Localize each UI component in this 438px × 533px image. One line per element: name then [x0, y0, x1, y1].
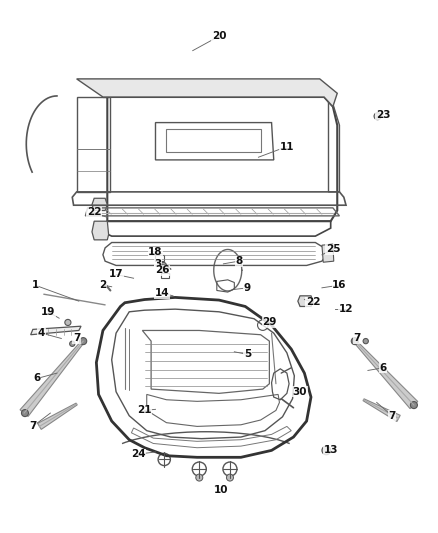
Text: 16: 16	[332, 280, 347, 290]
Text: 11: 11	[279, 142, 294, 151]
Polygon shape	[38, 403, 77, 430]
Circle shape	[160, 262, 166, 269]
Text: 8: 8	[235, 256, 242, 266]
Circle shape	[322, 446, 331, 455]
Text: 7: 7	[389, 411, 396, 421]
Text: 9: 9	[244, 283, 251, 293]
Text: 7: 7	[353, 334, 360, 343]
Text: 19: 19	[41, 307, 55, 317]
Text: 22: 22	[306, 297, 321, 307]
Text: 12: 12	[339, 304, 353, 314]
Text: 25: 25	[325, 245, 340, 254]
Polygon shape	[77, 79, 337, 107]
Text: 1: 1	[32, 280, 39, 290]
Circle shape	[351, 337, 358, 345]
Text: 7: 7	[29, 422, 36, 431]
Text: 21: 21	[137, 406, 152, 415]
Text: 23: 23	[376, 110, 391, 119]
Polygon shape	[363, 399, 400, 422]
Polygon shape	[31, 326, 81, 335]
Polygon shape	[353, 340, 418, 409]
Circle shape	[410, 401, 417, 409]
Text: 4: 4	[38, 328, 45, 338]
Polygon shape	[298, 296, 313, 306]
Polygon shape	[20, 340, 85, 416]
Text: 13: 13	[323, 446, 338, 455]
Circle shape	[80, 337, 87, 345]
Polygon shape	[322, 244, 334, 262]
Text: 2: 2	[99, 280, 106, 290]
Text: 5: 5	[244, 350, 251, 359]
Text: 18: 18	[148, 247, 163, 257]
Text: 6: 6	[34, 374, 41, 383]
Circle shape	[226, 474, 233, 481]
Text: 10: 10	[214, 486, 229, 495]
Text: 17: 17	[109, 270, 124, 279]
Text: 20: 20	[212, 31, 226, 41]
Text: 22: 22	[87, 207, 102, 217]
Text: 14: 14	[155, 288, 170, 298]
Circle shape	[374, 112, 381, 120]
Text: 29: 29	[262, 318, 276, 327]
Text: 30: 30	[293, 387, 307, 397]
Polygon shape	[92, 198, 107, 211]
Circle shape	[196, 474, 203, 481]
Circle shape	[65, 319, 71, 326]
Text: 26: 26	[155, 265, 170, 275]
Circle shape	[21, 409, 28, 417]
Text: 6: 6	[380, 363, 387, 373]
Text: 3: 3	[154, 259, 161, 269]
Circle shape	[363, 338, 368, 344]
Polygon shape	[92, 221, 109, 240]
Text: 7: 7	[73, 334, 80, 343]
Text: 24: 24	[131, 449, 145, 459]
Circle shape	[70, 341, 75, 346]
